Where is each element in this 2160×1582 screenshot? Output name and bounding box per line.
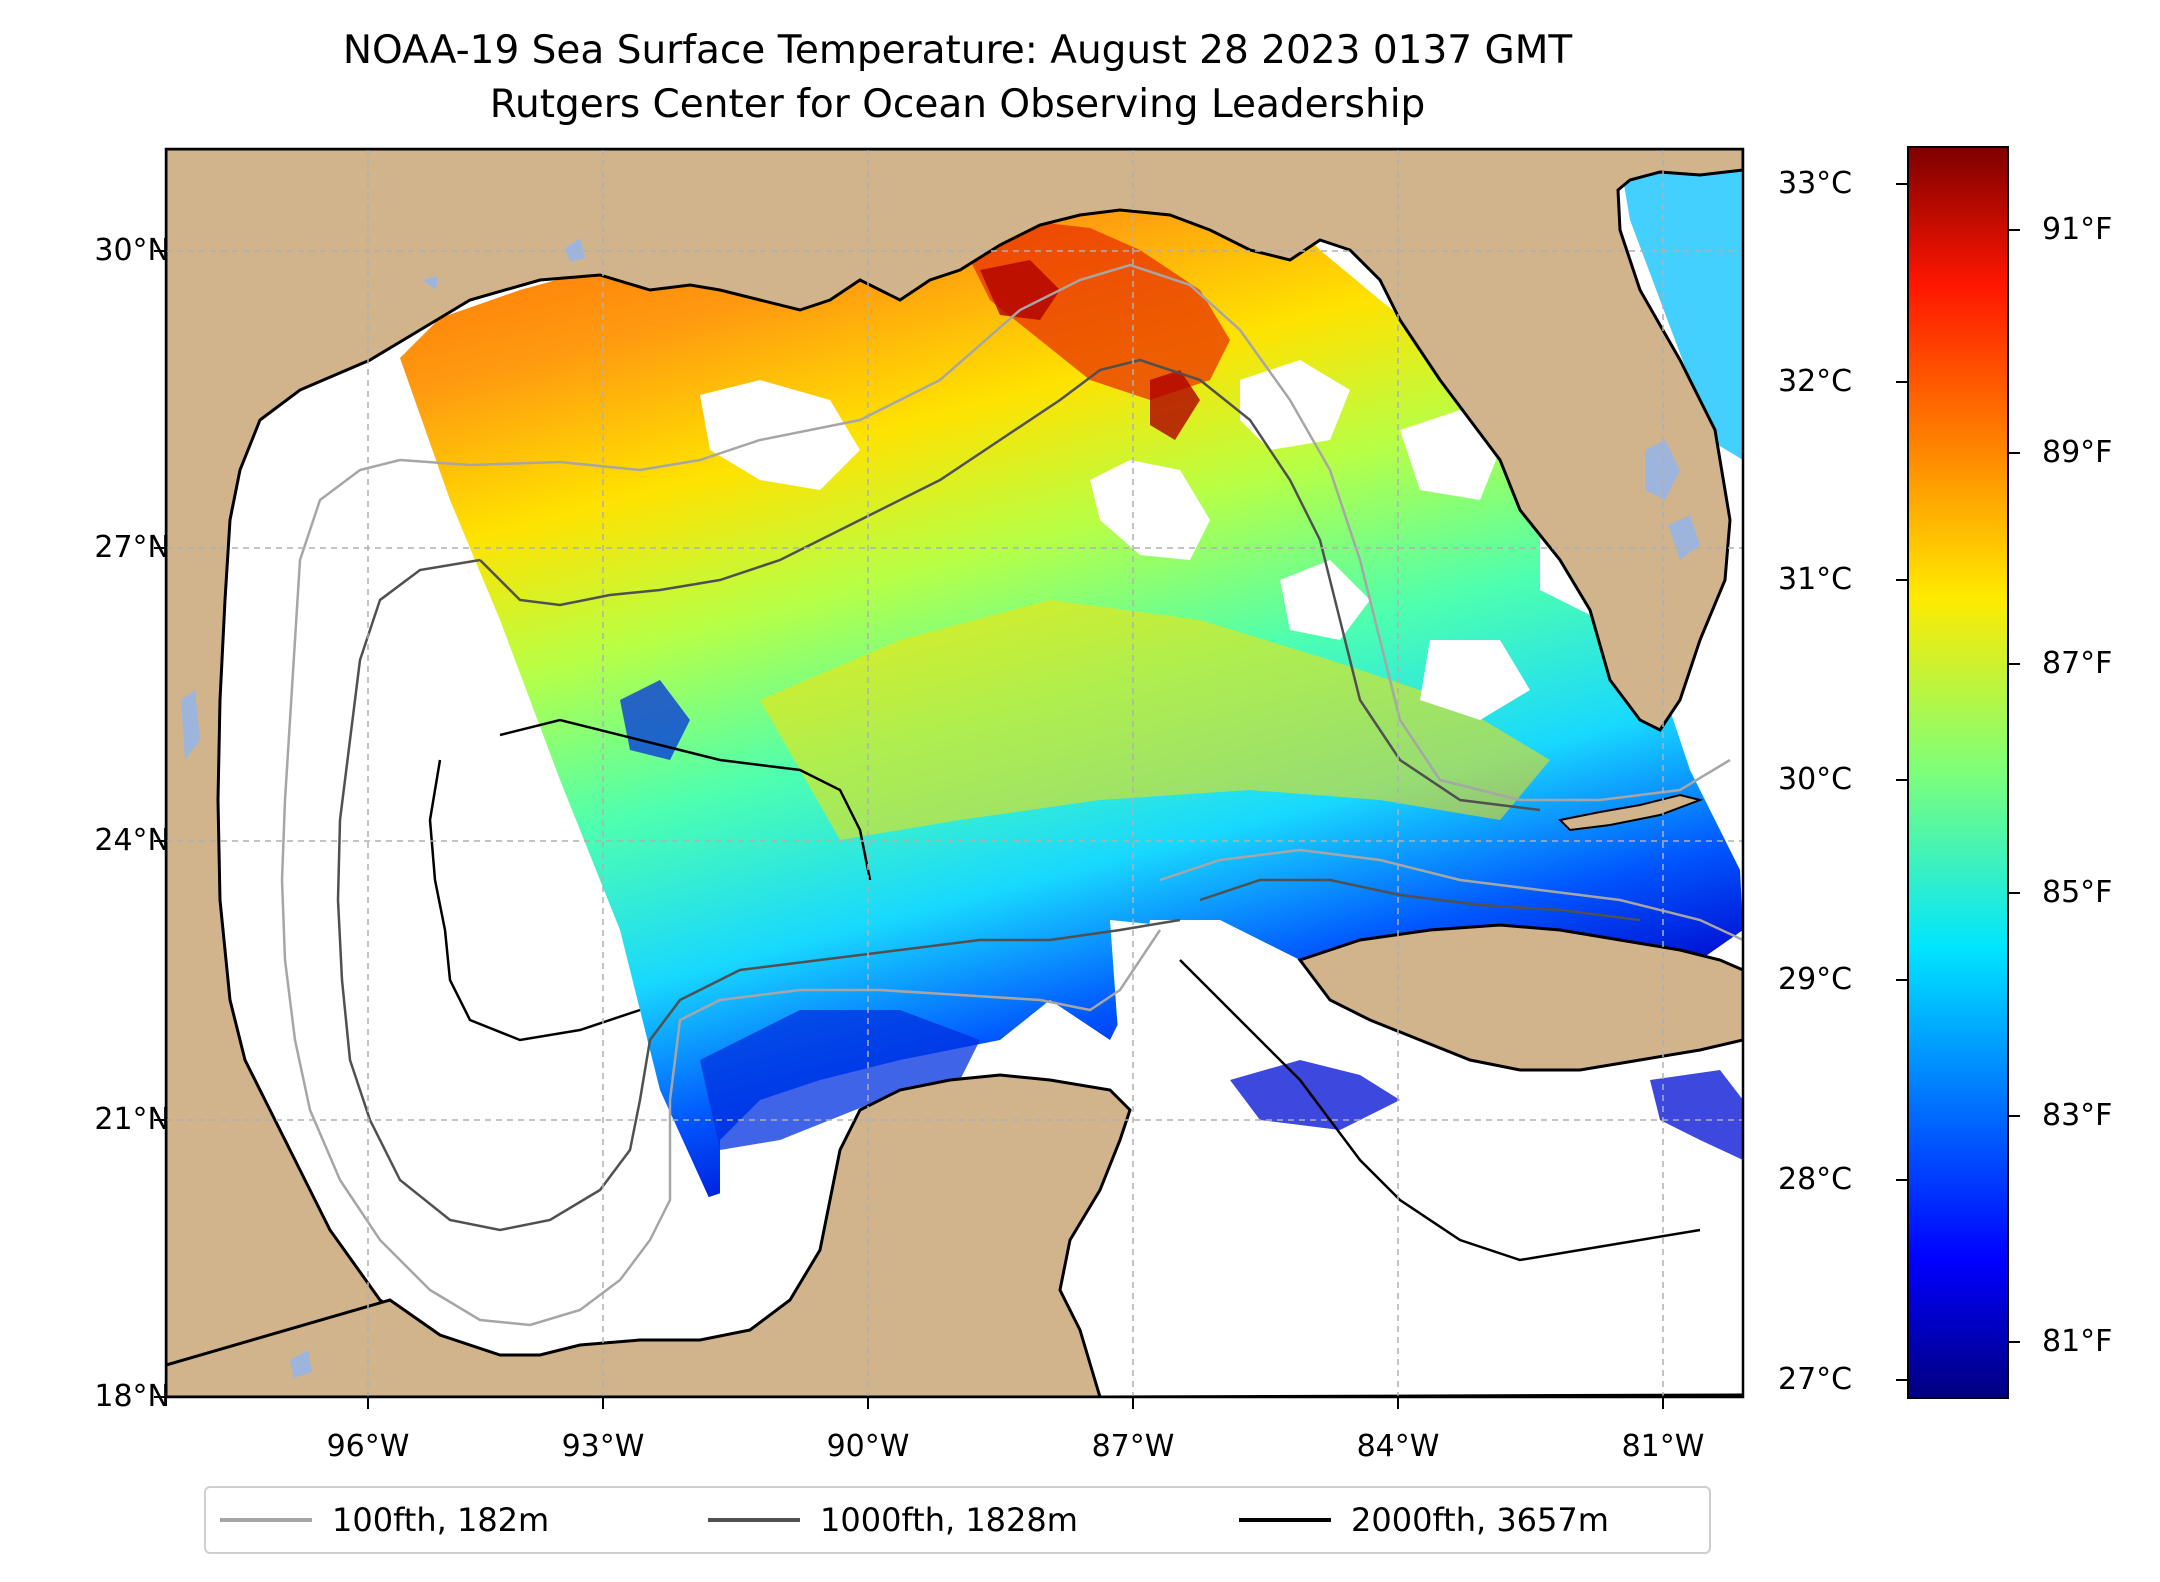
lon-label-93w: 93°W bbox=[561, 1429, 645, 1464]
colorbar-label-31c: 31°C bbox=[1778, 562, 1853, 597]
lat-label-21n: 21°N bbox=[94, 1102, 170, 1137]
lon-label-96w: 96°W bbox=[326, 1429, 410, 1464]
colorbar-label-83f: 83°F bbox=[2042, 1098, 2113, 1133]
colorbar-label-91f: 91°F bbox=[2042, 212, 2113, 247]
legend-item-2000fth: 2000fth, 3657m bbox=[1239, 1488, 1609, 1552]
lon-label-90w: 90°W bbox=[826, 1429, 910, 1464]
map-frame bbox=[164, 147, 1745, 1399]
sst-hot-spot bbox=[980, 260, 1200, 440]
land-keys-fl-south bbox=[1557, 793, 1704, 832]
colorbar-label-28c: 28°C bbox=[1778, 1162, 1853, 1197]
lat-label-24n: 24°N bbox=[94, 823, 170, 858]
lat-ticks bbox=[154, 250, 166, 1398]
map-title: NOAA-19 Sea Surface Temperature: August … bbox=[342, 28, 1573, 73]
colorbar-label-89f: 89°F bbox=[2042, 435, 2113, 470]
legend-swatch-100fth bbox=[220, 1518, 312, 1522]
isobath-2000fth bbox=[428, 718, 1701, 1262]
cloud-gaps bbox=[700, 360, 1640, 1260]
map-gridlines bbox=[166, 149, 1743, 1397]
map-subtitle: Rutgers Center for Ocean Observing Leade… bbox=[489, 82, 1426, 127]
map-panel bbox=[166, 149, 1743, 1397]
sst-cool-patch bbox=[620, 680, 980, 1150]
sst-cuba-patches bbox=[1230, 1060, 1743, 1160]
legend-label-100fth: 100fth, 182m bbox=[332, 1501, 550, 1539]
lon-ticks bbox=[367, 1397, 1664, 1409]
colorbar bbox=[1907, 146, 2009, 1399]
lon-label-87w: 87°W bbox=[1091, 1429, 1175, 1464]
land-us bbox=[166, 149, 1743, 1367]
legend-item-1000fth: 1000fth, 1828m bbox=[708, 1488, 1078, 1552]
colorbar-label-30c: 30°C bbox=[1778, 762, 1853, 797]
legend-label-1000fth: 1000fth, 1828m bbox=[820, 1501, 1078, 1539]
legend-swatch-1000fth bbox=[708, 1518, 800, 1522]
lat-label-27n: 27°N bbox=[94, 530, 170, 565]
legend-item-100fth: 100fth, 182m bbox=[220, 1488, 549, 1552]
colorbar-label-33c: 33°C bbox=[1778, 166, 1853, 201]
sst-atlantic-patch bbox=[1618, 149, 1743, 460]
colorbar-label-87f: 87°F bbox=[2042, 646, 2113, 681]
colorbar-label-27c: 27°C bbox=[1778, 1362, 1853, 1397]
colorbar-label-29c: 29°C bbox=[1778, 962, 1853, 997]
isobath-100fth bbox=[280, 263, 1743, 1327]
colorbar-ticks bbox=[1896, 183, 2020, 1381]
sst-mid-band bbox=[760, 600, 1550, 840]
colorbar-label-32c: 32°C bbox=[1778, 364, 1853, 399]
land-mexico bbox=[166, 1073, 1743, 1397]
colorbar-label-81f: 81°F bbox=[2042, 1324, 2113, 1359]
isobath-legend: 100fth, 182m 1000fth, 1828m 2000fth, 365… bbox=[204, 1486, 1711, 1554]
lon-label-84w: 84°W bbox=[1356, 1429, 1440, 1464]
colorbar-label-85f: 85°F bbox=[2042, 875, 2113, 910]
lat-label-18n: 18°N bbox=[94, 1379, 170, 1414]
land-cuba bbox=[1297, 923, 1743, 1072]
lon-label-81w: 81°W bbox=[1621, 1429, 1705, 1464]
legend-label-2000fth: 2000fth, 3657m bbox=[1351, 1501, 1609, 1539]
lat-label-30n: 30°N bbox=[94, 233, 170, 268]
isobath-1000fth bbox=[336, 358, 1641, 1232]
legend-swatch-2000fth bbox=[1239, 1518, 1331, 1522]
